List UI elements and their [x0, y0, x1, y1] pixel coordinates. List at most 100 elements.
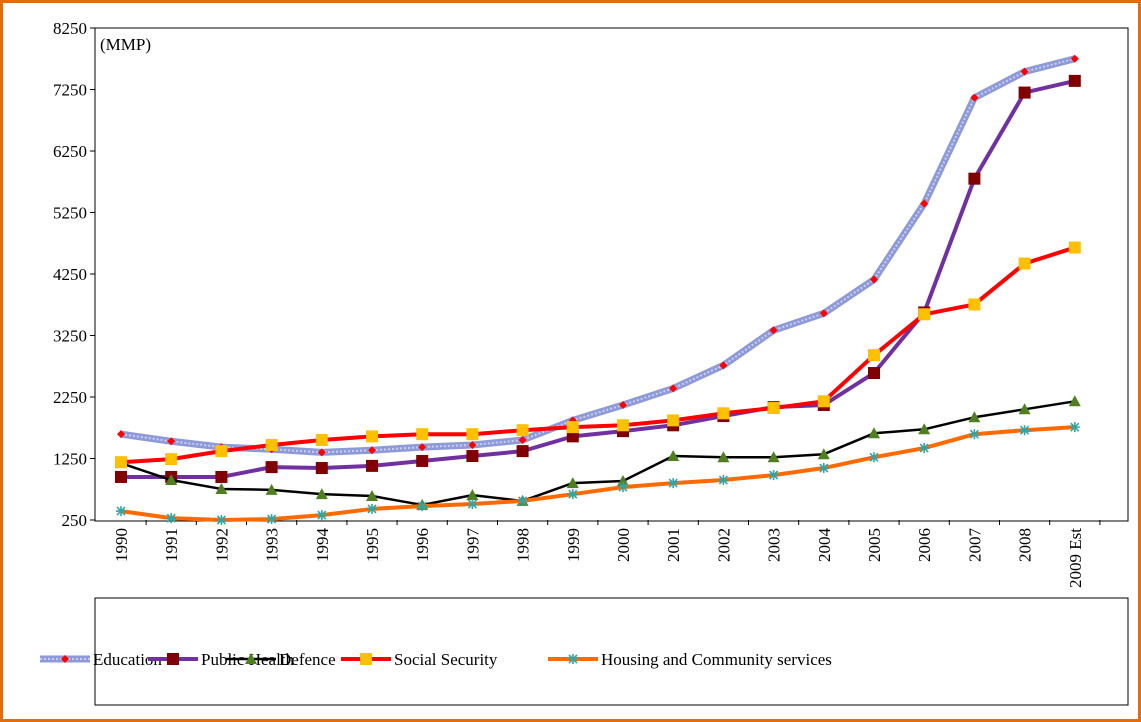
marker — [1018, 86, 1031, 99]
marker — [266, 514, 277, 525]
legend-marker — [167, 653, 179, 665]
x-tick-label: 2004 — [815, 528, 834, 563]
legend-box — [94, 597, 1129, 706]
marker — [167, 437, 176, 446]
marker — [216, 515, 227, 525]
marker — [667, 414, 680, 427]
marker — [618, 482, 628, 493]
x-tick-label: 1993 — [263, 528, 282, 562]
marker — [718, 475, 729, 486]
marker — [115, 470, 127, 483]
marker — [1018, 403, 1031, 415]
x-tick-label: 2009 Est — [1066, 528, 1085, 588]
marker — [366, 490, 378, 502]
marker — [367, 503, 377, 514]
marker — [215, 470, 228, 483]
marker — [869, 452, 879, 463]
legend-item: Housing and Community services — [548, 650, 832, 669]
marker — [517, 495, 528, 506]
marker — [117, 430, 125, 439]
marker — [215, 482, 228, 494]
x-tick-label: 1997 — [463, 528, 482, 563]
marker — [668, 478, 679, 489]
marker — [617, 419, 629, 432]
x-tick-label: 1998 — [514, 528, 533, 562]
marker — [918, 423, 931, 435]
marker — [416, 428, 429, 441]
x-tick-label: 2000 — [614, 528, 633, 562]
x-tick-label: 2007 — [965, 528, 984, 563]
marker — [619, 400, 627, 409]
x-tick-label: 2005 — [865, 528, 884, 562]
marker — [767, 451, 780, 463]
marker — [870, 275, 878, 284]
marker — [466, 450, 479, 463]
marker — [717, 451, 730, 463]
marker — [566, 430, 579, 443]
legend-label: Education — [93, 650, 162, 669]
marker — [768, 470, 779, 481]
marker — [466, 489, 479, 501]
legend-marker — [61, 655, 69, 663]
marker — [466, 428, 479, 441]
marker — [315, 462, 328, 475]
marker — [968, 172, 981, 185]
y-axis-label: (MMP) — [100, 35, 151, 54]
marker — [516, 445, 529, 458]
marker — [368, 446, 376, 455]
x-tick-label: 1999 — [564, 528, 583, 562]
marker — [868, 349, 880, 362]
marker — [567, 489, 578, 500]
legend-item: Defence — [226, 650, 336, 669]
marker — [1068, 74, 1081, 87]
marker — [316, 510, 327, 521]
marker — [516, 424, 529, 437]
marker — [166, 513, 177, 524]
marker — [1020, 67, 1029, 76]
x-tick-label: 1992 — [212, 528, 231, 562]
marker — [769, 326, 778, 335]
x-tick-label: 2006 — [915, 528, 934, 562]
legend-label: Social Security — [394, 650, 498, 669]
y-tick-label: 3250 — [53, 327, 87, 346]
legend-label: Housing and Community services — [601, 650, 832, 669]
marker — [417, 501, 428, 512]
marker — [566, 477, 579, 489]
marker — [1068, 241, 1081, 254]
marker — [817, 448, 830, 460]
series-line — [120, 425, 1075, 522]
y-tick-label: 6250 — [53, 142, 87, 161]
marker — [418, 443, 427, 452]
marker — [165, 453, 178, 466]
legend-marker — [245, 653, 257, 664]
marker — [265, 461, 278, 474]
marker — [468, 440, 477, 449]
marker — [719, 361, 728, 370]
marker — [968, 298, 981, 311]
marker — [1068, 395, 1081, 407]
marker — [416, 454, 429, 467]
legend-item: Social Security — [341, 650, 498, 669]
x-tick-label: 1991 — [162, 528, 181, 562]
y-tick-label: 4250 — [53, 265, 87, 284]
marker — [215, 445, 228, 458]
marker — [669, 384, 678, 393]
y-tick-label: 1250 — [53, 450, 87, 469]
marker — [165, 474, 178, 486]
x-tick-label: 1996 — [413, 528, 432, 562]
marker — [818, 463, 829, 474]
y-tick-label: 250 — [62, 511, 88, 530]
marker — [116, 506, 126, 517]
marker — [1069, 422, 1080, 433]
marker — [317, 448, 326, 457]
marker — [970, 93, 979, 102]
marker — [1070, 54, 1079, 63]
legend-label: Defence — [279, 650, 336, 669]
marker — [868, 367, 880, 380]
marker — [1018, 257, 1031, 270]
x-tick-label: 2002 — [714, 528, 733, 562]
x-tick-label: 1995 — [363, 528, 382, 562]
marker — [467, 499, 478, 510]
